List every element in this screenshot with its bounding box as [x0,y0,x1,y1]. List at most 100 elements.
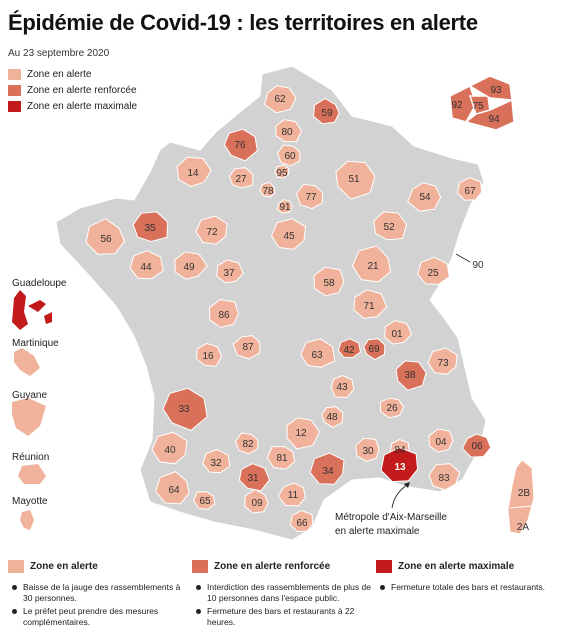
legend-col-title: Zone en alerte renforcée [214,560,331,572]
dep-label-84: 84 [394,445,406,456]
dep-label-14: 14 [187,168,199,179]
dep-label-35: 35 [144,223,156,234]
dep-label-59: 59 [321,108,333,119]
bullet-text: Baisse de la jauge des rassemblements à … [23,582,181,603]
legend-swatch [192,559,208,573]
dep-label-26: 26 [386,403,398,414]
dep-label-75: 75 [472,101,484,112]
dep-label-90: 90 [472,260,484,271]
departement-66 [289,510,314,533]
annotation-arrow [391,483,409,509]
leader-line-90 [455,253,471,263]
dep-label-54: 54 [419,192,431,203]
departement-63 [300,338,336,368]
dep-label-2A: 2A [517,522,530,533]
dep-label-80: 80 [281,127,293,138]
departement-06 [461,433,492,458]
bullet-text: Fermeture totale des bars et restaurants… [391,582,546,592]
departement-01 [383,319,413,345]
legend-col-head: Zone en alerte renforcée [192,558,376,574]
departement-30 [354,437,380,462]
departement-54 [407,182,442,212]
dep-label-77: 77 [305,192,317,203]
legend-col-maximale: Zone en alerte maximale Fermeture totale… [376,558,560,630]
legend-bullet: Fermeture des bars et restaurants à 22 h… [192,606,376,627]
annotation-line-2: en alerte maximale [335,526,420,537]
departement-33 [162,387,208,431]
legend-swatch [376,559,392,573]
dep-label-01: 01 [391,329,403,340]
om-label-martinique: Martinique [12,338,59,349]
dep-label-95: 95 [276,168,288,179]
legend-col-title: Zone en alerte maximale [398,560,515,572]
dep-label-71: 71 [363,301,375,312]
legend-col-renforcee: Zone en alerte renforcée Interdiction de… [192,558,376,630]
dep-label-30: 30 [362,446,374,457]
dep-label-94: 94 [488,114,500,125]
legend-col-alerte: Zone en alerte Baisse de la jauge des ra… [8,558,192,630]
dep-label-34: 34 [322,466,334,477]
dep-label-21: 21 [367,261,379,272]
legend-col-head: Zone en alerte [8,558,192,574]
dep-label-48: 48 [326,412,338,423]
departement-67 [456,177,483,201]
departement-34 [309,452,345,485]
departement-12 [286,417,320,450]
departement-42 [337,338,362,359]
departement-65 [192,491,216,511]
dep-label-81: 81 [276,453,288,464]
dep-label-92: 92 [451,100,463,111]
dep-label-51: 51 [348,174,360,185]
legend-bullet: Le préfet peut prendre des mesures compl… [8,606,192,627]
departement-87 [232,335,261,360]
dep-label-64: 64 [168,485,180,496]
map-subtitle: Au 23 septembre 2020 [8,48,110,59]
om-label-guadeloupe: Guadeloupe [12,278,67,289]
dep-label-04: 04 [435,437,447,448]
dep-label-31: 31 [247,473,259,484]
dep-label-86: 86 [218,310,230,321]
dep-label-87: 87 [242,342,254,353]
dep-label-11: 11 [288,490,299,501]
dep-label-16: 16 [202,351,214,362]
legend-label: Zone en alerte maximale [27,100,138,112]
legend-label: Zone en alerte [27,68,92,80]
dep-label-06: 06 [471,441,483,452]
legend-bullet: Baisse de la jauge des rassemblements à … [8,582,192,603]
dep-label-49: 49 [183,262,195,273]
departement-layer [85,85,492,533]
departement-62 [263,85,297,114]
departement-73 [427,347,458,375]
map-title: Épidémie de Covid-19 : les territoires e… [8,10,478,35]
departement-21 [351,245,392,283]
departement-31 [238,463,271,492]
dep-label-12: 12 [295,428,307,439]
inset-93 [468,75,513,101]
bullet-text: Fermeture des bars et restaurants à 22 h… [207,606,355,627]
france-mainland [55,65,487,541]
legend-swatch [8,100,21,112]
departement-56 [85,218,126,255]
dep-label-13: 13 [394,462,406,473]
departement-37 [216,259,244,284]
dep-label-2B: 2B [518,488,531,499]
departement-44 [129,250,164,280]
departement-86 [208,298,239,328]
dep-label-91: 91 [279,202,291,213]
dep-label-43: 43 [336,382,348,393]
dep-label-25: 25 [427,268,439,279]
dep-label-82: 82 [242,439,254,450]
om-label-mayotte: Mayotte [12,496,48,507]
dep-label-44: 44 [140,262,152,273]
inset-92 [449,84,477,123]
dep-label-62: 62 [274,94,286,105]
departement-82 [234,432,259,455]
legend-bottom: Zone en alerte Baisse de la jauge des ra… [8,558,560,630]
departement-40 [151,431,188,465]
departement-35 [132,211,169,243]
corsica [507,459,535,535]
departement-13 [380,447,419,483]
guyane-shape [12,398,46,436]
departement-80 [275,119,303,143]
departement-91 [276,199,293,214]
